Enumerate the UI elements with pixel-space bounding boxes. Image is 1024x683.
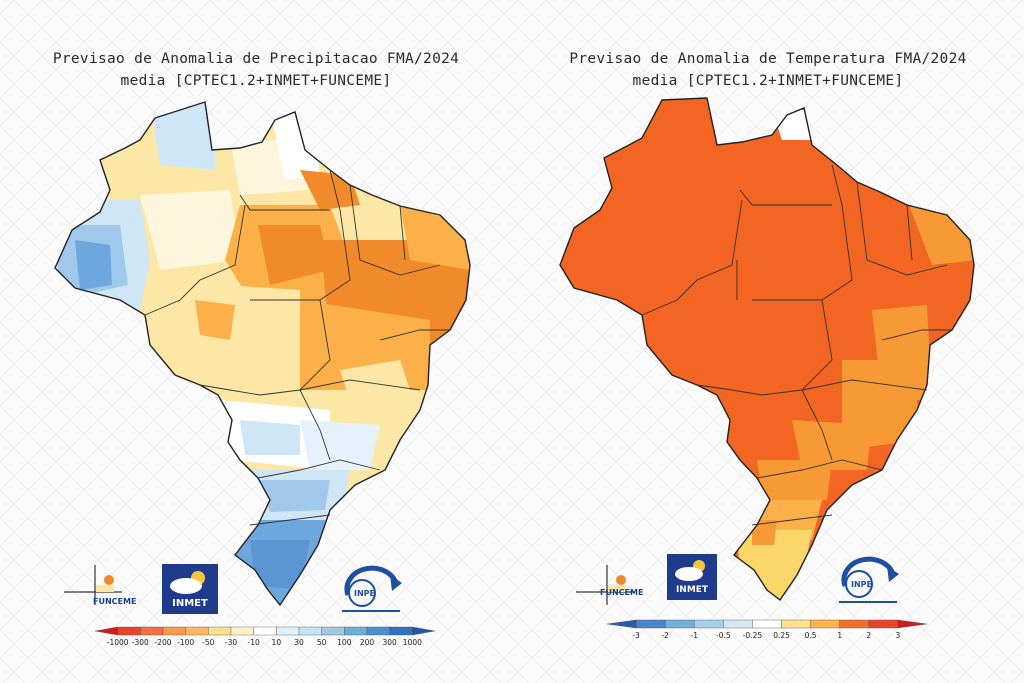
temperature-colorbar-swatch	[664, 619, 695, 629]
inmet-logo-label-right: INMET	[675, 585, 709, 595]
temperature-colorbar: -3 -2 -1 -0.5 -0.25 0.25 0.5 1 2 3	[606, 619, 928, 640]
inmet-cloud-icon-right	[675, 560, 705, 581]
inmet-logo: INMET	[162, 564, 218, 614]
precipitation-panel: Previsao de Anomalia de Precipitacao FMA…	[0, 48, 512, 647]
temperature-colorbar-tick-label: -2	[661, 631, 669, 640]
precipitation-anomaly-map	[54, 101, 471, 606]
inpe-logo: INPE	[342, 565, 402, 612]
inpe-logo-label-right: INPE	[851, 580, 872, 589]
temperature-colorbar-swatch	[606, 619, 637, 629]
temperature-colorbar-tick-label: 1	[837, 631, 842, 640]
precipitation-colorbar-tick-label: 300	[383, 638, 398, 647]
temperature-colorbar-tick-label: 0.5	[805, 631, 817, 640]
temperature-panel: Previsao de Anomalia de Temperatura FMA/…	[512, 0, 1024, 683]
precipitation-colorbar-tick-label: 200	[360, 638, 375, 647]
precipitation-colorbar-tick-label: 1000	[403, 638, 422, 647]
temperature-colorbar-swatch	[694, 619, 724, 629]
precipitation-colorbar-swatch	[253, 626, 277, 636]
precipitation-colorbar-swatch	[298, 626, 322, 636]
precipitation-colorbar-tick-label: 100	[337, 638, 352, 647]
inmet-logo-label: INMET	[172, 598, 208, 609]
precipitation-colorbar-swatch	[162, 626, 186, 636]
precipitation-colorbar-tick-label: 50	[317, 638, 327, 647]
precipitation-colorbar-swatch	[230, 626, 254, 636]
inpe-logo-label: INPE	[354, 589, 375, 598]
precipitation-map-title: Previsao de Anomalia de Precipitacao FMA…	[0, 48, 512, 92]
temperature-colorbar-tick-label: 0.25	[773, 631, 790, 640]
precipitation-colorbar-swatch	[140, 626, 164, 636]
temperature-colorbar-tick-label: -1	[691, 631, 699, 640]
temperature-anomaly-map	[559, 97, 975, 601]
inpe-logo-right: INPE	[839, 556, 899, 603]
precipitation-colorbar-swatch	[276, 626, 300, 636]
precipitation-colorbar-swatch	[412, 626, 436, 636]
temperature-colorbar-swatch	[810, 619, 840, 629]
precipitation-colorbar-swatch	[94, 626, 118, 636]
temperature-colorbar-swatch	[839, 619, 870, 629]
precipitation-colorbar-tick-label: -200	[154, 638, 171, 647]
temperature-colorbar-swatch	[868, 619, 899, 629]
temperature-title-line2: media [CPTEC1.2+INMET+FUNCEME]	[632, 73, 904, 89]
precipitation-colorbar-tick-label: 30	[294, 638, 304, 647]
temperature-colorbar-swatch	[723, 619, 753, 629]
temperature-colorbar-tick-label: 3	[896, 631, 901, 640]
inmet-logo-right: INMET	[667, 554, 717, 600]
precipitation-colorbar-swatch	[117, 626, 141, 636]
precipitation-colorbar-tick-label: -30	[225, 638, 237, 647]
precipitation-colorbar-tick-label: 10	[272, 638, 282, 647]
funceme-logo-label: FUNCEME	[93, 597, 137, 606]
precipitation-colorbar-swatch	[389, 626, 413, 636]
precipitation-colorbar-swatch	[185, 626, 209, 636]
inmet-cloud-icon	[170, 571, 205, 594]
precipitation-colorbar-swatch	[366, 626, 390, 636]
funceme-logo	[64, 565, 122, 605]
temperature-colorbar-swatch	[752, 619, 782, 629]
precipitation-colorbar-swatch	[208, 626, 232, 636]
temperature-colorbar-swatch	[781, 619, 811, 629]
temperature-colorbar-tick-label: -3	[632, 631, 640, 640]
temperature-map-title: Previsao de Anomalia de Temperatura FMA/…	[512, 48, 1024, 92]
temperature-title-line1: Previsao de Anomalia de Temperatura FMA/…	[569, 51, 967, 67]
precipitation-colorbar-tick-label: -100	[177, 638, 194, 647]
precipitation-colorbar-tick-label: -10	[248, 638, 260, 647]
temperature-colorbar-swatch	[635, 619, 666, 629]
precipitation-colorbar-tick-label: -50	[202, 638, 214, 647]
temperature-colorbar-tick-label: -0.25	[743, 631, 763, 640]
precipitation-colorbar-swatch	[344, 626, 368, 636]
precipitation-title-line2: media [CPTEC1.2+INMET+FUNCEME]	[120, 73, 392, 89]
temperature-colorbar-swatch	[897, 619, 928, 629]
precipitation-colorbar: -1000 -300 -200 -100 -50 -30 -10 10 30 50 100 200 30…	[94, 626, 436, 647]
temperature-colorbar-tick-label: -0.5	[716, 631, 731, 640]
precipitation-title-line1: Previsao de Anomalia de Precipitacao FMA…	[52, 51, 460, 67]
funceme-logo-right	[576, 565, 634, 605]
temperature-colorbar-tick-label: 2	[866, 631, 871, 640]
funceme-logo-label-right: FUNCEME	[600, 588, 644, 597]
precipitation-colorbar-tick-label: -300	[132, 638, 149, 647]
precipitation-colorbar-tick-label: -1000	[107, 638, 129, 647]
precipitation-colorbar-swatch	[321, 626, 345, 636]
